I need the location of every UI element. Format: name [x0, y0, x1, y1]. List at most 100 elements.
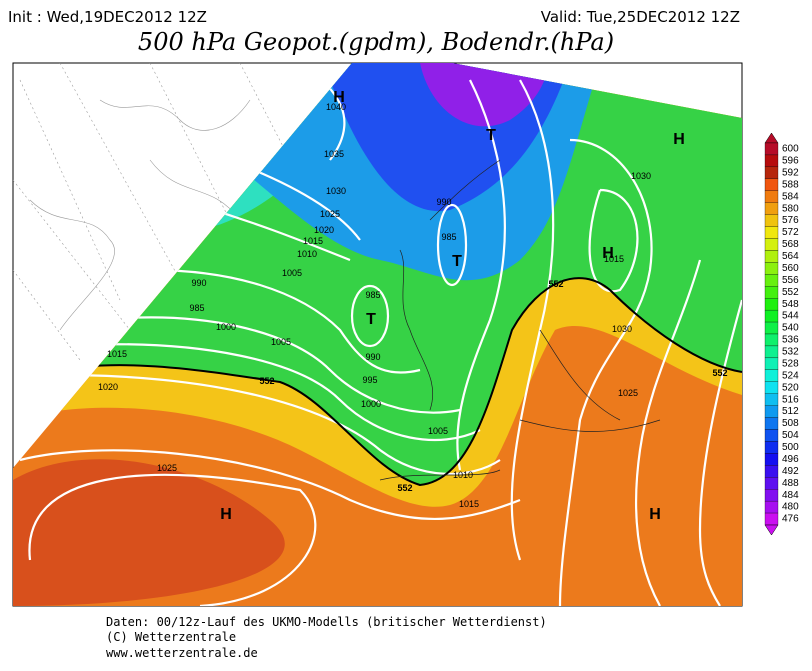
isobar-label: 990 — [365, 352, 380, 362]
colorbar-swatch — [764, 345, 779, 359]
isobar-label: 990 — [191, 278, 206, 288]
colorbar-label: 508 — [782, 418, 799, 429]
isobar — [59, 373, 501, 475]
colorbar-label: 544 — [782, 311, 799, 322]
isobar-label: 1025 — [618, 388, 638, 398]
colorbar-swatch — [764, 489, 779, 502]
isobar-label: 1035 — [324, 149, 344, 159]
pressure-center: H — [673, 131, 685, 148]
isobar-label: 1015 — [107, 349, 127, 359]
colorbar-swatch — [764, 321, 779, 335]
contour-label: 552 — [712, 368, 727, 378]
colorbar-label: 512 — [782, 406, 799, 417]
colorbar-label: 500 — [782, 442, 799, 453]
colorbar-label: 532 — [782, 347, 799, 358]
isobar-label: 1015 — [303, 236, 323, 246]
isobar — [558, 138, 653, 606]
colorbar-swatch — [764, 286, 779, 299]
colorbar-swatch — [764, 512, 779, 526]
coastlines — [379, 159, 661, 481]
contour-label: 552 — [397, 483, 412, 493]
colorbar-swatch — [764, 333, 779, 347]
isobar-label: 990 — [436, 197, 451, 207]
pressure-center: T — [452, 253, 462, 270]
pressure-center: T — [486, 127, 496, 144]
colorbar-label: 516 — [782, 394, 799, 405]
colorbar-swatch — [764, 369, 779, 382]
colorbar-label: 552 — [782, 287, 799, 298]
isobar-label: 1030 — [326, 186, 346, 196]
isobar — [456, 79, 506, 471]
colorbar-label: 492 — [782, 466, 799, 477]
isobar-label: 1005 — [282, 268, 302, 278]
isobar — [149, 268, 421, 374]
colorbar-label: 592 — [782, 167, 799, 178]
colorbar-swatch — [764, 154, 779, 168]
colorbar-label: 596 — [782, 156, 799, 167]
isobar — [350, 284, 390, 348]
colorbar-label: 476 — [782, 514, 799, 525]
isobar-label: 1020 — [98, 382, 118, 392]
isobar — [28, 473, 317, 606]
isobar-label: 1010 — [297, 249, 317, 259]
isobar-label: 1025 — [157, 463, 177, 473]
colorbar-swatch — [764, 429, 779, 442]
colorbar-swatch — [764, 262, 779, 275]
isobar — [588, 188, 639, 293]
colorbar-label: 540 — [782, 323, 799, 334]
isobar-label: 1030 — [612, 324, 632, 334]
colorbar-swatch — [764, 453, 779, 466]
isobar-label: 985 — [189, 303, 204, 313]
isobar — [436, 203, 468, 287]
colorbar: 6005965925885845805765725685645605565525… — [764, 132, 799, 536]
isobar-label: 1015 — [459, 499, 479, 509]
field-purple — [420, 63, 550, 127]
isobar — [635, 259, 702, 606]
field-dark-orange — [13, 459, 285, 606]
colorbar-swatch — [764, 250, 779, 263]
colorbar-label: 556 — [782, 275, 799, 286]
colorbar-bottom-arrow — [764, 524, 779, 536]
isobar-label: 1000 — [361, 399, 381, 409]
contour-label: 552 — [259, 376, 274, 386]
isobar-label: 1020 — [314, 225, 334, 235]
isobars — [19, 63, 742, 606]
isobar-label: 985 — [441, 232, 456, 242]
colorbar-label: 588 — [782, 179, 799, 190]
colorbar-label: 576 — [782, 215, 799, 226]
colorbar-swatch — [764, 238, 779, 251]
isobar — [79, 343, 481, 442]
colorbar-label: 504 — [782, 430, 799, 441]
isobar — [99, 316, 461, 414]
isobar-label: 1010 — [453, 470, 473, 480]
colorbar-label: 480 — [782, 502, 799, 513]
colorbar-swatch — [764, 309, 779, 323]
colorbar-swatch — [764, 393, 779, 406]
colorbar-label: 524 — [782, 370, 799, 381]
isobar — [510, 79, 555, 561]
colorbar-swatch — [764, 142, 779, 156]
colorbar-label: 580 — [782, 203, 799, 214]
colorbar-label: 572 — [782, 227, 799, 238]
colorbar-label: 484 — [782, 490, 799, 501]
colorbar-swatch — [764, 405, 779, 418]
isobar-label: 995 — [362, 375, 377, 385]
pressure-center: H — [602, 245, 614, 262]
colorbar-label: 520 — [782, 382, 799, 393]
isobar-label: 1005 — [428, 426, 448, 436]
isobar-label: 1005 — [271, 337, 291, 347]
isobar-label: 985 — [365, 290, 380, 300]
colorbar-swatch — [764, 190, 779, 203]
pressure-center: H — [220, 506, 232, 523]
colorbar-label: 584 — [782, 191, 799, 202]
colorbar-swatch — [764, 477, 779, 490]
colorbar-swatch — [764, 202, 779, 215]
footer-line: www.wetterzentrale.de — [106, 646, 258, 660]
colorbar-swatch — [764, 178, 779, 191]
colorbar-label: 536 — [782, 335, 799, 346]
colorbar-swatch — [764, 357, 779, 370]
isobar-label: 1030 — [631, 171, 651, 181]
colorbar-swatch — [764, 166, 779, 179]
